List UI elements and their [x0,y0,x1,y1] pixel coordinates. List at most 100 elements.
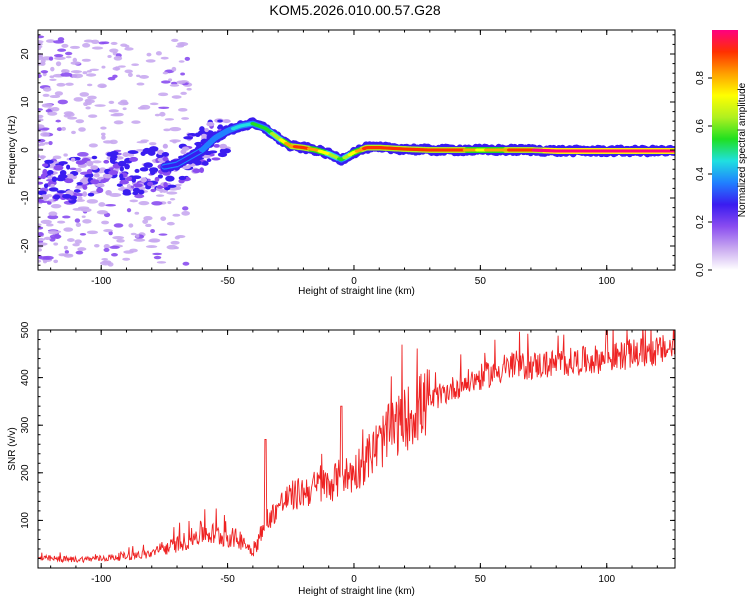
spectrogram-noise-blob [42,259,48,264]
spectrogram-ytick-label: 20 [20,48,31,60]
spectrogram-noise-blob [154,113,161,117]
spectrogram-energy-blob [66,173,74,179]
spectrogram-noise-blob [156,261,167,264]
spectrogram-energy-blob [44,159,54,164]
spectrogram-noise-blob [57,37,65,42]
spectrogram-noise-blob [175,45,185,48]
spectrogram-energy-blob [119,166,125,172]
spectrogram-noise-blob [98,202,106,207]
spectrogram-noise-blob [145,223,152,228]
spectrogram-energy-blob [82,185,88,190]
spectrogram-noise-blob [89,68,100,72]
spectrogram-noise-blob [186,87,192,91]
spectrogram-noise-blob [112,66,121,71]
spectrogram-noise-blob [88,143,98,148]
spectrogram-noise-blob [75,167,82,173]
spectrogram-noise-blob [129,248,138,253]
spectrogram-noise-blob [64,250,69,254]
spectrogram-noise-blob [110,41,118,45]
spectrogram-noise-blob [103,229,113,233]
spectrogram-energy-blob [50,183,55,188]
spectrogram-noise-blob [169,126,182,132]
spectrogram-noise-blob [84,99,95,104]
spectrogram-noise-blob [134,211,140,215]
spectrogram-noise-blob [45,109,53,113]
spectrogram-noise-blob [130,232,137,236]
spectrogram-noise-blob [150,229,155,234]
spectrogram-noise-blob [43,236,52,240]
spectrogram-energy-blob [47,175,53,180]
spectrogram-noise-blob [77,247,87,251]
spectrogram-energy-blob [165,175,175,182]
spectrogram-noise-blob [105,204,117,207]
spectrogram-energy-blob [204,128,209,133]
spectrogram-energy-blob [48,187,59,192]
spectrogram-energy-blob [120,185,125,192]
colorbar-tick-label: 0.2 [695,215,706,229]
spectrogram-noise-blob [100,132,106,136]
spectrogram-noise-blob [143,216,153,221]
spectrogram-noise-blob [169,83,180,87]
spectrogram-noise-blob [86,230,99,235]
spectrogram-energy-blob [206,158,212,163]
spectrogram-noise-blob [63,153,68,157]
snr-ytick-label: 300 [20,416,31,433]
spectrogram-noise-blob [61,126,66,131]
spectrogram-noise-blob [111,253,118,257]
snr-ylabel: SNR (v/v) [7,427,18,470]
spectrogram-noise-blob [70,61,81,65]
spectrogram-noise-blob [56,127,63,132]
spectrogram-energy-blob [129,156,139,162]
spectrogram-energy-blob [206,121,215,127]
spectrogram-noise-blob [62,215,71,219]
spectrogram-energy-blob [38,181,44,185]
spectrogram-noise-blob [178,60,185,63]
spectrogram-energy-blob [57,174,68,179]
snr-xtick-label: 100 [598,574,615,585]
spectrogram-noise-blob [172,213,181,217]
spectrogram-noise-blob [53,259,59,264]
spectrogram-noise-blob [176,80,186,85]
spectrogram-energy-blob [167,184,177,188]
spectrogram-noise-blob [120,99,128,104]
spectrogram-noise-blob [103,247,110,252]
spectrogram-noise-blob [184,56,191,61]
spectrogram-noise-blob [170,240,180,245]
spectrogram-noise-blob [113,55,123,61]
spectrogram-energy-blob [132,191,139,196]
spectrogram-noise-blob [69,45,80,49]
spectrogram-energy-blob [133,183,143,188]
spectrogram-noise-blob [101,257,109,261]
spectrogram-energy-blob [154,176,160,182]
spectrogram-energy-blob [217,152,228,158]
spectrogram-noise-blob [91,46,104,50]
spectrogram-energy-blob [192,168,201,174]
spectrogram-noise-blob [38,45,43,49]
spectrogram-noise-blob [38,256,51,260]
spectrogram-noise-blob [100,126,107,130]
spectrogram-energy-blob [53,164,64,171]
spectrogram-noise-blob [135,148,145,152]
spectrogram-noise-blob [38,242,48,246]
spectrogram-noise-blob [174,236,180,240]
spectrogram-ylabel: Frequency (Hz) [7,116,18,185]
spectrogram-noise-blob [128,223,134,228]
spectrogram-noise-blob [100,85,107,88]
spectrogram-energy-blob [122,191,132,196]
spectrogram-noise-blob [122,257,131,261]
spectrogram-noise-blob [40,155,45,160]
spectrogram-noise-blob [178,108,188,112]
spectrogram-noise-blob [38,118,44,122]
spectrogram-noise-blob [127,72,133,78]
spectrogram-energy-blob [117,160,127,167]
spectrogram-noise-blob [67,238,75,242]
spectrogram-noise-blob [38,248,43,252]
spectrogram-noise-blob [56,82,66,87]
spectrogram-noise-blob [166,191,178,195]
spectrogram-noise-blob [101,65,106,69]
colorbar-label: Normalized spectral amplitude [737,82,748,217]
spectrogram-energy-blob [143,162,153,168]
spectrogram-energy-blob [76,181,83,186]
spectrogram-energy-blob [148,146,159,152]
spectrogram-noise-blob [61,69,66,74]
